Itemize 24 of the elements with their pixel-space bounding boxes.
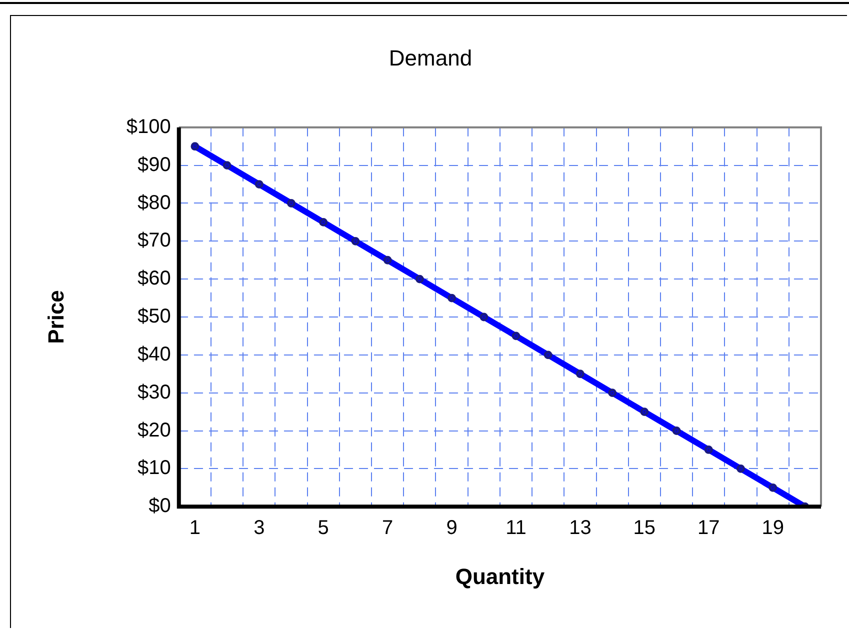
y-tick-label: $70 — [138, 230, 171, 252]
x-tick-label: 15 — [633, 517, 656, 540]
y-tick-label: $50 — [138, 306, 171, 328]
x-tick-label: 9 — [446, 517, 458, 540]
x-tick-label: 5 — [318, 517, 329, 540]
x-axis-title: Quantity — [455, 564, 546, 589]
y-tick-label: $40 — [138, 343, 171, 366]
chart-title: Demand — [388, 45, 472, 70]
y-tick-label: $10 — [138, 457, 171, 480]
x-tick-label: 13 — [569, 517, 592, 540]
x-tick-label: 7 — [382, 517, 394, 540]
x-tick-label: 3 — [254, 517, 265, 540]
y-tick-label: $80 — [138, 192, 171, 214]
y-tick-label: $90 — [138, 154, 171, 176]
x-tick-label: 17 — [698, 517, 720, 540]
y-axis-title: Price — [43, 290, 68, 344]
y-tick-label: $100 — [126, 116, 171, 138]
x-tick-label: 19 — [762, 517, 784, 540]
y-tick-label: $30 — [138, 381, 171, 404]
x-tick-label: 11 — [506, 517, 526, 540]
y-tick-label: $0 — [148, 495, 171, 518]
y-tick-label: $20 — [138, 419, 171, 442]
x-tick-label: 1 — [189, 517, 201, 540]
y-tick-label: $60 — [138, 268, 171, 290]
